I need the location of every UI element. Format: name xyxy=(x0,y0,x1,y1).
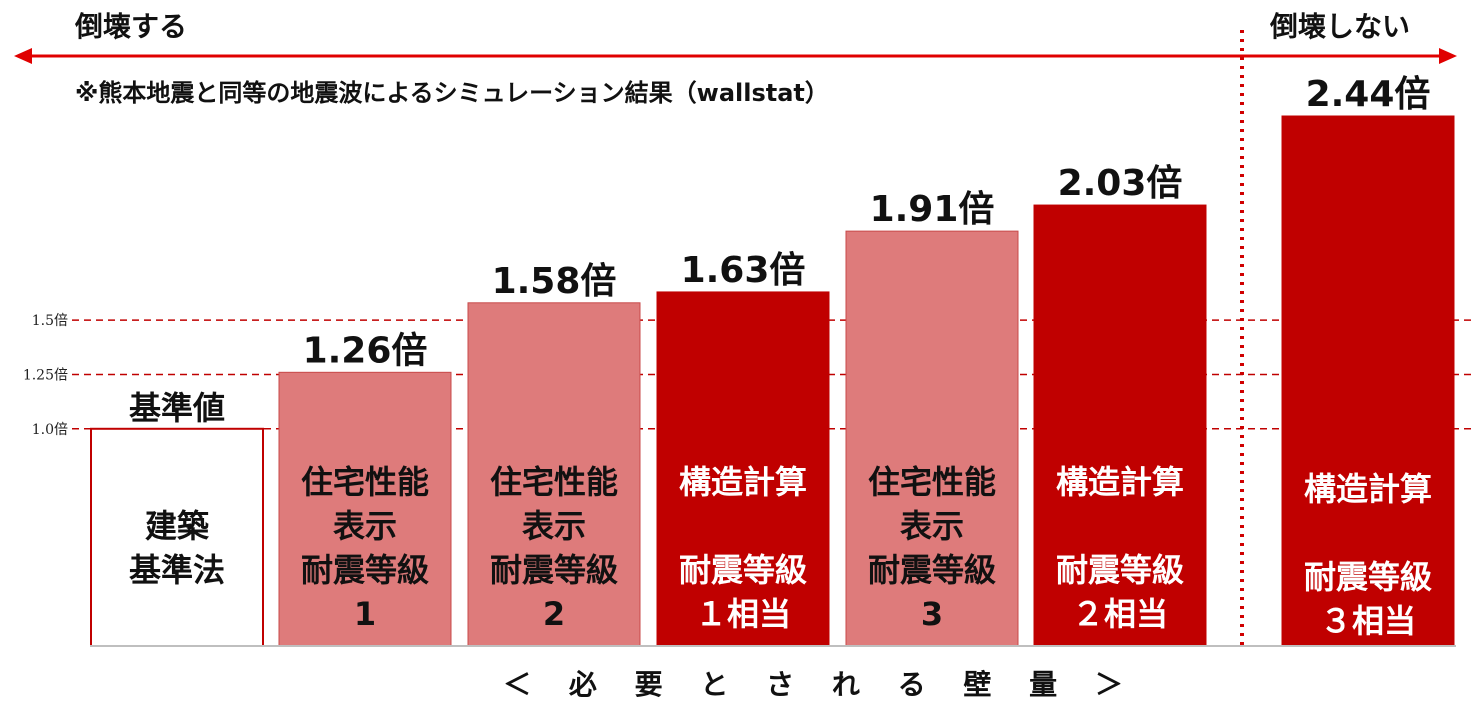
bar-category-label: 耐震等級 xyxy=(1056,551,1184,589)
bar-category-label: 住宅性能 xyxy=(490,463,618,501)
x-axis-label: ＜ 必 要 と さ れ る 壁 量 ＞ xyxy=(503,668,1137,701)
reference-line-label: 1.25倍 xyxy=(23,367,68,383)
bar-category-label: 構造計算 xyxy=(1304,470,1432,508)
bar-value-label: 1.26倍 xyxy=(303,330,428,371)
bar-category-label: 建築 xyxy=(145,507,210,545)
bar-category-label: 基準法 xyxy=(129,551,225,589)
bar xyxy=(278,371,452,647)
bar-category-label: 耐震等級 xyxy=(301,551,429,589)
bar-value-label: 基準値 xyxy=(129,389,225,427)
bar-category-label: 耐震等級 xyxy=(490,551,618,589)
bar xyxy=(90,427,264,648)
bar-category-label: 表示 xyxy=(333,507,397,545)
bar-value-label: 2.44倍 xyxy=(1306,74,1431,115)
bar-value-label: 1.58倍 xyxy=(492,261,617,302)
bar-category-label: ３相当 xyxy=(1320,602,1416,640)
header-collapse-label: 倒壊する xyxy=(74,10,187,43)
bar-category-label: 表示 xyxy=(522,507,586,545)
simulation-note: ※熊本地震と同等の地震波によるシミュレーション結果（wallstat） xyxy=(75,79,829,107)
arrow-right-head xyxy=(1439,48,1457,64)
reference-line-label: 1.0倍 xyxy=(32,422,68,438)
bar-category-label: 構造計算 xyxy=(679,463,807,501)
bar-value-label: 2.03倍 xyxy=(1058,163,1183,204)
header-group: 倒壊する 倒壊しない ※熊本地震と同等の地震波によるシミュレーション結果（wal… xyxy=(14,10,1457,107)
bar xyxy=(467,302,641,647)
bar-category-label: 耐震等級 xyxy=(868,551,996,589)
bar xyxy=(1281,115,1455,647)
bars xyxy=(90,115,1455,648)
bar-category-label: 表示 xyxy=(900,507,964,545)
bar-value-label: 1.63倍 xyxy=(681,250,806,291)
bar-category-label: 1 xyxy=(354,595,376,633)
arrow-left-head xyxy=(14,48,32,64)
bar-category-label: ２相当 xyxy=(1072,595,1168,633)
bar xyxy=(845,230,1019,647)
bar-category-label: １相当 xyxy=(695,595,791,633)
bar-category-label: 耐震等級 xyxy=(1304,558,1432,596)
header-no-collapse-label: 倒壊しない xyxy=(1269,10,1410,43)
bar xyxy=(1033,204,1207,647)
bar-category-label: 2 xyxy=(543,595,565,633)
bar-category-label: 耐震等級 xyxy=(679,551,807,589)
bar-category-label: 3 xyxy=(921,595,943,633)
reference-line-label: 1.5倍 xyxy=(32,313,68,329)
bar-category-label: 住宅性能 xyxy=(301,463,429,501)
bar-value-label: 1.91倍 xyxy=(870,189,995,230)
bar-category-label: 構造計算 xyxy=(1056,463,1184,501)
bar-category-label: 住宅性能 xyxy=(868,463,996,501)
